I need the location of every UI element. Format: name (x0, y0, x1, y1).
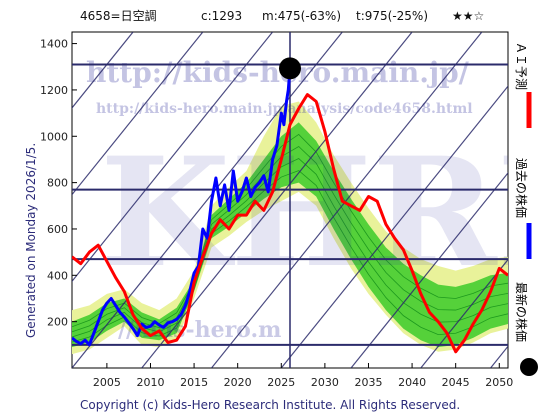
y-tick-label-3: 800 (47, 177, 68, 190)
y-tick-label-1: 400 (47, 269, 68, 282)
x-tick-label-1: 2010 (136, 376, 164, 389)
watermark-url-large: http://kids-hero.main.jp/ (86, 56, 470, 89)
axis-ticks: 2005 2010 2015 2020 2025 2030 2035 2040 2045 2050… (40, 38, 513, 389)
x-tick-label-4: 2025 (267, 376, 295, 389)
x-tick-label-3: 2020 (224, 376, 252, 389)
y-tick-label-2: 600 (47, 223, 68, 236)
latest-price-marker (279, 57, 301, 80)
x-tick-label-5: 2030 (311, 376, 339, 389)
trend-line-10 (420, 258, 508, 368)
legend-label-forecast: ＡＩ予測 (514, 42, 528, 90)
series-line-0 (72, 68, 292, 347)
legend-label-past: 過去の株価 (514, 158, 529, 218)
y-tick-label-4: 1000 (40, 130, 68, 143)
trend-line-2 (72, 32, 134, 109)
trend-line-5 (72, 32, 343, 368)
trend-line-8 (280, 85, 508, 368)
copyright-footer: Copyright (c) Kids-Hero Research Institu… (80, 398, 460, 412)
generated-date-label: Generated on Monday 2026/1/5. (24, 143, 38, 338)
header-stars: ★★☆ (452, 9, 484, 23)
series-line-1 (72, 93, 508, 354)
x-tick-label-0: 2005 (93, 376, 121, 389)
trend-line-3 (72, 32, 204, 196)
legend: ＡＩ予測 過去の株価 最新の株価 (514, 42, 538, 376)
legend-label-latest: 最新の株価 (514, 282, 529, 342)
y-tick-label-0: 200 (47, 316, 68, 329)
latest-price-dot (279, 57, 301, 80)
x-tick-label-8: 2045 (442, 376, 470, 389)
trend-line-7 (211, 32, 483, 368)
trend-line-9 (350, 171, 508, 368)
series-lines (72, 68, 508, 354)
x-tick-label-9: 2050 (485, 376, 513, 389)
trend-line-4 (72, 32, 274, 283)
header-mid: m:475(-63%) (262, 9, 341, 23)
inner-range-band (72, 122, 508, 348)
header-code: 4658=日空調 (80, 9, 157, 23)
x-tick-label-2: 2015 (180, 376, 208, 389)
y-tick-label-5: 1200 (40, 84, 68, 97)
legend-swatch-latest (520, 358, 538, 376)
header-target: t:975(-25%) (356, 9, 428, 23)
y-tick-label-6: 1400 (40, 38, 68, 51)
x-tick-label-7: 2040 (398, 376, 426, 389)
x-tick-label-6: 2035 (354, 376, 382, 389)
header-current: c:1293 (201, 9, 242, 23)
watermark-logo: KHRI (100, 125, 560, 301)
